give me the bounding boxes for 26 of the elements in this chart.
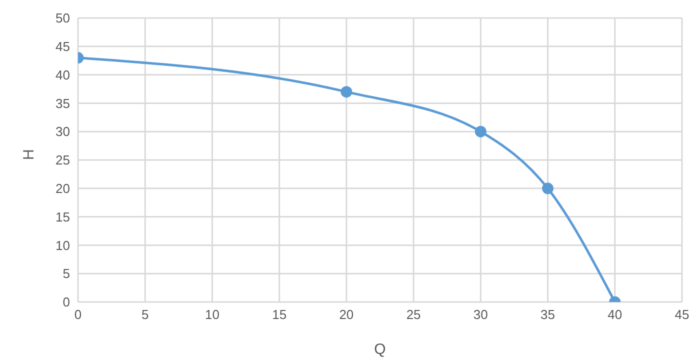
x-tick-label: 35 — [540, 307, 556, 322]
y-tick-label: 45 — [56, 39, 70, 54]
y-tick-label: 30 — [56, 124, 70, 140]
y-tick-label: 0 — [62, 294, 70, 310]
x-tick-label: 15 — [272, 307, 287, 322]
point — [542, 182, 554, 194]
x-tick-label: 10 — [204, 307, 220, 322]
y-tick-label: 15 — [56, 209, 70, 224]
point — [340, 86, 352, 98]
x-tick-label: 20 — [339, 307, 354, 322]
y-tick-label: 10 — [56, 238, 70, 253]
x-tick-label: 45 — [674, 307, 690, 322]
y-tick-label: 50 — [56, 10, 70, 26]
x-tick-label: 40 — [608, 307, 622, 322]
x-axis-title: Q — [374, 341, 386, 358]
x-tick-label: 0 — [74, 307, 82, 322]
y-tick-label: 40 — [56, 67, 70, 82]
y-tick-label: 25 — [56, 152, 70, 168]
x-tick-label: 25 — [406, 307, 421, 322]
x-tick-label: 30 — [473, 307, 488, 322]
y-tick-label: 5 — [62, 266, 70, 282]
y-tick-label: 20 — [56, 181, 70, 196]
point — [474, 126, 486, 138]
y-tick-label: 35 — [56, 96, 70, 111]
y-axis-title: H — [20, 149, 38, 160]
x-tick-label: 5 — [141, 307, 149, 322]
